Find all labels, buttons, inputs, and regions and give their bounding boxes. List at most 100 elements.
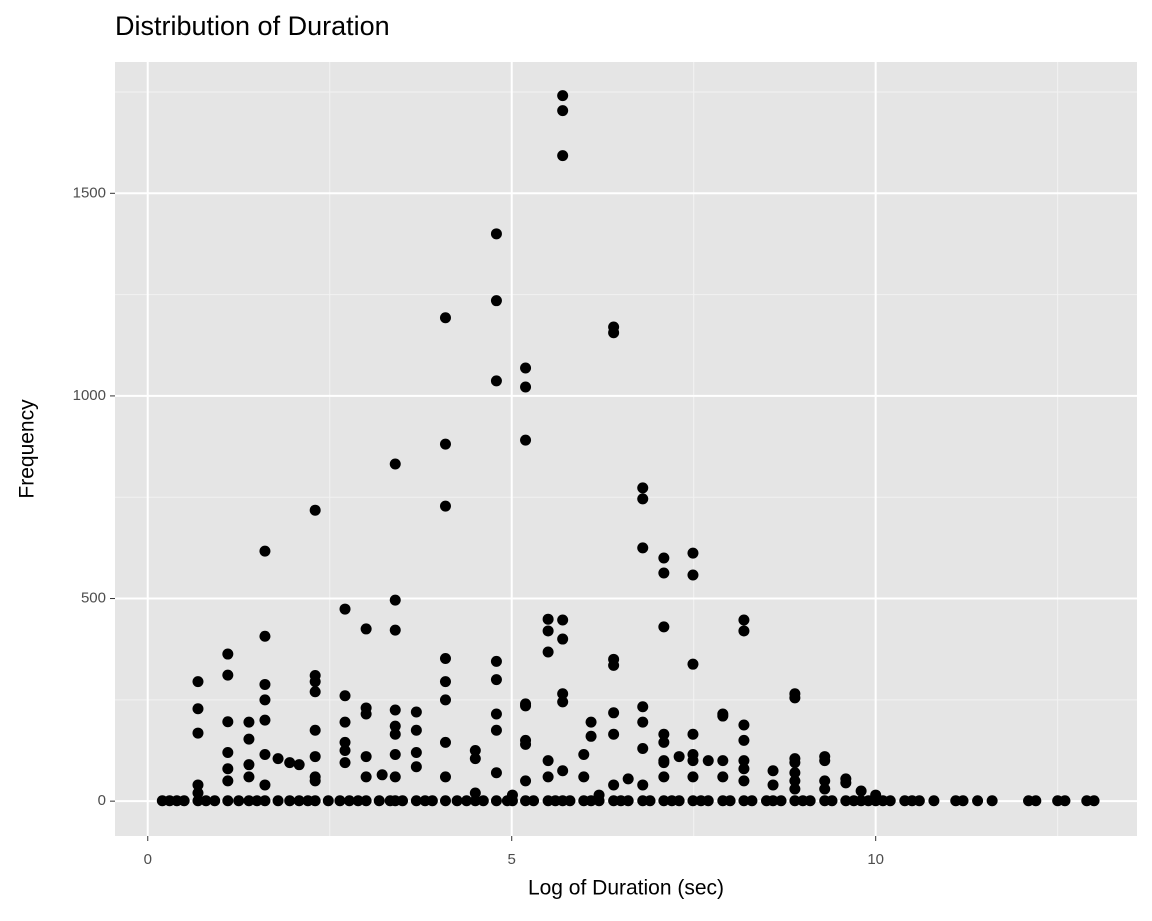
point xyxy=(259,779,271,791)
point xyxy=(658,567,670,579)
point xyxy=(593,795,605,807)
point xyxy=(585,730,597,742)
panel xyxy=(115,62,1137,836)
point xyxy=(490,295,502,307)
point xyxy=(322,795,334,807)
point xyxy=(339,716,351,728)
point xyxy=(490,795,502,807)
point xyxy=(373,795,385,807)
point xyxy=(717,708,729,720)
point xyxy=(439,500,451,512)
point xyxy=(259,749,271,761)
point xyxy=(789,757,801,769)
point xyxy=(1088,795,1100,807)
point xyxy=(192,703,204,715)
point xyxy=(578,749,590,761)
point xyxy=(490,375,502,387)
point xyxy=(608,707,620,719)
point xyxy=(608,659,620,671)
point xyxy=(840,777,852,789)
point xyxy=(738,614,750,626)
point xyxy=(439,438,451,450)
point xyxy=(309,751,321,763)
point xyxy=(986,795,998,807)
point xyxy=(1059,795,1071,807)
point xyxy=(490,655,502,667)
point xyxy=(819,783,831,795)
point xyxy=(439,676,451,688)
point xyxy=(542,613,554,625)
point xyxy=(469,753,481,765)
point xyxy=(658,552,670,564)
point xyxy=(469,787,481,799)
point xyxy=(789,775,801,787)
point xyxy=(439,653,451,665)
point xyxy=(410,761,422,773)
point xyxy=(637,716,649,728)
point xyxy=(389,624,401,636)
point xyxy=(622,773,634,785)
point xyxy=(702,795,714,807)
point xyxy=(637,742,649,754)
point xyxy=(972,795,984,807)
point xyxy=(192,795,204,807)
point xyxy=(309,724,321,736)
x-axis-label: Log of Duration (sec) xyxy=(528,877,724,900)
point xyxy=(564,795,576,807)
point xyxy=(520,795,532,807)
point xyxy=(192,676,204,688)
point xyxy=(439,312,451,324)
point xyxy=(410,747,422,759)
point xyxy=(644,795,656,807)
point xyxy=(673,751,685,763)
point xyxy=(209,795,221,807)
point xyxy=(397,795,409,807)
point xyxy=(439,771,451,783)
y-tick-label: 0 xyxy=(98,792,106,809)
point xyxy=(243,759,255,771)
point xyxy=(637,493,649,505)
point xyxy=(687,755,699,767)
point xyxy=(738,763,750,775)
point xyxy=(746,795,758,807)
point xyxy=(913,795,925,807)
point xyxy=(469,744,481,756)
point xyxy=(490,228,502,240)
point xyxy=(687,795,699,807)
point xyxy=(439,694,451,706)
point xyxy=(819,775,831,787)
point xyxy=(293,759,305,771)
point xyxy=(192,787,204,799)
point xyxy=(439,736,451,748)
point xyxy=(637,701,649,713)
point xyxy=(410,706,422,718)
point xyxy=(542,771,554,783)
point xyxy=(243,795,255,807)
point xyxy=(233,795,245,807)
point xyxy=(451,795,463,807)
point xyxy=(767,765,779,777)
point xyxy=(309,676,321,688)
x-tick-label: 5 xyxy=(508,851,516,868)
y-tick-label: 1500 xyxy=(73,184,106,201)
point xyxy=(309,795,321,807)
point xyxy=(789,767,801,779)
point xyxy=(557,688,569,700)
point xyxy=(557,614,569,626)
point xyxy=(528,795,540,807)
point xyxy=(826,795,838,807)
point xyxy=(389,771,401,783)
point xyxy=(585,795,597,807)
x-tick-label: 0 xyxy=(144,851,152,868)
point xyxy=(259,795,271,807)
point xyxy=(738,625,750,637)
point xyxy=(293,795,305,807)
point xyxy=(178,795,190,807)
point xyxy=(259,714,271,726)
point xyxy=(410,795,422,807)
point xyxy=(222,716,234,728)
point xyxy=(389,458,401,470)
point xyxy=(222,775,234,787)
y-axis-label: Frequency xyxy=(16,399,39,499)
